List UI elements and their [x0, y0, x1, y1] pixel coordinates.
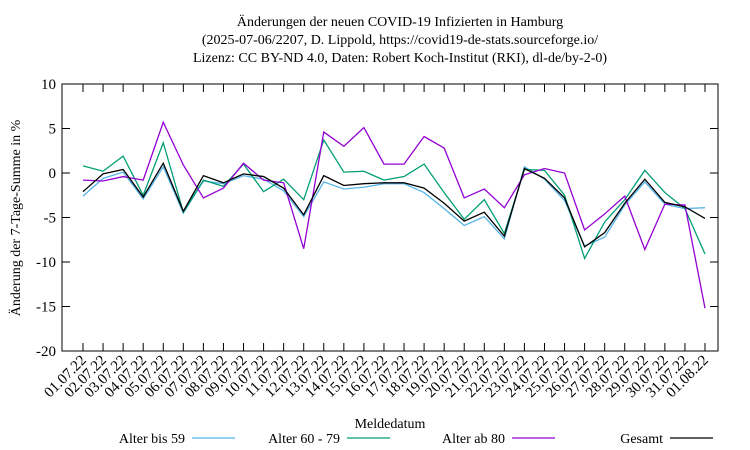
legend-label: Gesamt — [620, 432, 663, 447]
y-tick-label: -5 — [44, 211, 57, 227]
legend-label: Alter ab 80 — [442, 432, 505, 447]
plot-frame — [61, 83, 719, 352]
y-tick-label: -10 — [36, 255, 56, 271]
y-tick-label: 10 — [41, 77, 56, 93]
title-line: Lizenz: CC BY-ND 4.0, Daten: Robert Koch… — [193, 51, 607, 66]
y-tick-label: -15 — [36, 300, 56, 316]
legend-label: Alter 60 - 79 — [268, 432, 340, 447]
series-line — [82, 120, 706, 309]
y-tick-label: 0 — [49, 166, 57, 182]
y-tick-label: 5 — [49, 122, 57, 138]
y-axis-label: Änderung der 7-Tage-Summe in % — [7, 119, 24, 316]
series-line — [82, 138, 706, 261]
x-axis-label: Meldedatum — [355, 417, 426, 432]
y-tick-label: -20 — [36, 344, 56, 360]
legend-label: Alter bis 59 — [119, 432, 185, 447]
title-line: (2025-07-06/2207, D. Lippold, https://co… — [202, 33, 598, 48]
series-line — [82, 161, 706, 248]
title-line: Änderungen der neuen COVID-19 Infizierte… — [237, 13, 563, 30]
